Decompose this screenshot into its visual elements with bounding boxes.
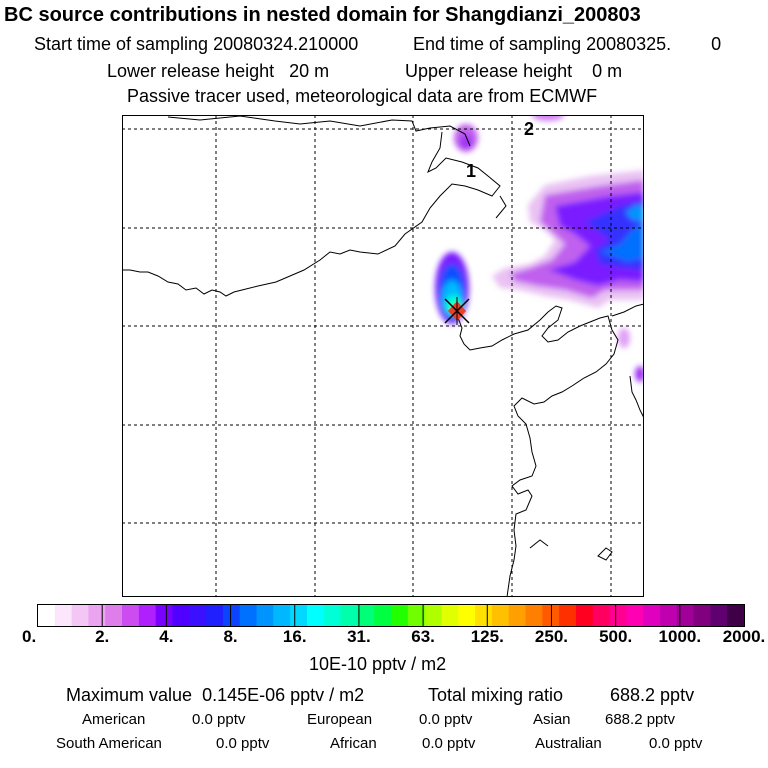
colorbar-cell bbox=[458, 605, 476, 626]
colorbar-cell bbox=[659, 605, 678, 626]
colorbar-tick-label: 4. bbox=[159, 627, 174, 646]
lower-release-value: 20 m bbox=[289, 61, 330, 81]
colorbar-cell bbox=[105, 605, 123, 626]
colorbar-tick-label: 2. bbox=[95, 627, 110, 646]
colorbar-cell bbox=[88, 605, 106, 626]
patch-right-1 bbox=[618, 328, 630, 348]
colorbar-cell bbox=[256, 605, 274, 626]
total-mixing-value: 688.2 pptv bbox=[610, 685, 695, 705]
african-value: 0.0 pptv bbox=[422, 735, 476, 752]
colorbar-units: 10E-10 pptv / m2 bbox=[309, 654, 447, 674]
colorbar-cell bbox=[407, 605, 426, 626]
colorbar-cell bbox=[38, 605, 56, 626]
plume-ne-peak bbox=[600, 222, 644, 262]
european-value: 0.0 pptv bbox=[419, 711, 473, 728]
colorbar-cell bbox=[424, 605, 442, 626]
end-time-label: End time of sampling 20080325. 0 bbox=[413, 34, 721, 55]
colorbar-cell bbox=[155, 605, 173, 626]
colorbar-cell bbox=[340, 605, 358, 626]
grid-label-2: 2 bbox=[524, 119, 534, 139]
colorbar-cell bbox=[559, 605, 577, 626]
colorbar-cell bbox=[592, 605, 611, 626]
colorbar-cell bbox=[626, 605, 644, 626]
map-frame bbox=[122, 115, 644, 597]
colorbar-cell bbox=[542, 605, 560, 626]
map-panel: 1 2 bbox=[122, 115, 644, 597]
max-value: 0.145E-06 pptv / m2 bbox=[202, 685, 365, 705]
colorbar-cell bbox=[290, 605, 308, 626]
colorbar-tick-label: 2000. bbox=[722, 627, 766, 646]
colorbar-tick-label: 16. bbox=[282, 627, 307, 646]
colorbar-cell bbox=[357, 605, 375, 626]
colorbar-cell bbox=[122, 605, 140, 626]
colorbar-tick-label: 0. bbox=[22, 627, 37, 646]
australian-label: Australian bbox=[535, 735, 602, 752]
colorbar-cell bbox=[710, 605, 728, 626]
colorbar-cell bbox=[441, 605, 459, 626]
colorbar-tick-label: 31. bbox=[347, 627, 371, 646]
colorbar-cell bbox=[172, 605, 190, 626]
south-american-label: South American bbox=[56, 735, 162, 752]
upper-release-label: Upper release height 0 m bbox=[405, 61, 623, 81]
grid-label-1: 1 bbox=[466, 161, 476, 181]
colorbar-cell bbox=[222, 605, 241, 626]
colorbar-cell bbox=[323, 605, 342, 626]
colorbar-cell bbox=[374, 605, 392, 626]
colorbar-tick-label: 500. bbox=[599, 627, 633, 646]
upper-release-value: 0 m bbox=[592, 61, 623, 81]
colorbar-tick-label: 63. bbox=[411, 627, 435, 646]
australian-value: 0.0 pptv bbox=[649, 735, 703, 752]
plume-ne-peak2 bbox=[625, 204, 644, 222]
colorbar-cell bbox=[239, 605, 258, 626]
colorbar-cell bbox=[727, 605, 745, 626]
colorbar-cell bbox=[491, 605, 510, 626]
colorbar-tick-label: 125. bbox=[470, 627, 504, 646]
colorbar-cell bbox=[525, 605, 543, 626]
colorbar-cell bbox=[508, 605, 526, 626]
american-value: 0.0 pptv bbox=[192, 711, 246, 728]
asian-value: 688.2 pptv bbox=[605, 711, 676, 728]
colorbar-cell bbox=[54, 605, 73, 626]
total-mixing-label: Total mixing ratio bbox=[428, 685, 564, 705]
colorbar-cell bbox=[575, 605, 594, 626]
lower-release-label: Lower release height 20 m bbox=[107, 61, 330, 81]
colorbar-cell bbox=[475, 605, 493, 626]
american-label: American bbox=[82, 711, 146, 728]
lat-lon-grid bbox=[122, 115, 644, 597]
colorbar-cell bbox=[693, 605, 711, 626]
end-time-suffix: 0 bbox=[711, 34, 722, 54]
colorbar-tick-label: 1000. bbox=[658, 627, 702, 646]
coastlines bbox=[122, 115, 644, 597]
colorbar-cell bbox=[643, 605, 661, 626]
colorbar bbox=[37, 604, 745, 627]
patch-top-left-core bbox=[460, 135, 472, 149]
african-label: African bbox=[330, 735, 377, 752]
colorbar-cell bbox=[138, 605, 157, 626]
european-label: European bbox=[307, 711, 373, 728]
patch-top-right bbox=[532, 115, 564, 121]
colorbar-cell bbox=[609, 605, 627, 626]
colorbar-cell bbox=[676, 605, 695, 626]
start-time-label: Start time of sampling 20080324.210000 bbox=[34, 34, 359, 54]
colorbar-tick-label: 250. bbox=[534, 627, 568, 646]
receptor-marker bbox=[444, 297, 470, 325]
colorbar-cell bbox=[189, 605, 207, 626]
colorbar-cell bbox=[206, 605, 224, 626]
max-value-label: Maximum value 0.145E-06 pptv / m2 bbox=[66, 685, 365, 705]
end-time-text: End time of sampling 20080325. bbox=[413, 34, 672, 54]
asian-label: Asian bbox=[533, 711, 571, 728]
colorbar-tick-label: 8. bbox=[223, 627, 238, 646]
colorbar-cell bbox=[391, 605, 409, 626]
patch-right-2 bbox=[635, 366, 644, 382]
colorbar-cell bbox=[306, 605, 325, 626]
colorbar-cell bbox=[273, 605, 291, 626]
colorbar-frame bbox=[37, 604, 745, 627]
plot-title: BC source contributions in nested domain… bbox=[4, 4, 641, 26]
south-american-value: 0.0 pptv bbox=[216, 735, 270, 752]
colorbar-cell bbox=[71, 605, 89, 626]
tracer-note: Passive tracer used, meteorological data… bbox=[127, 86, 598, 106]
